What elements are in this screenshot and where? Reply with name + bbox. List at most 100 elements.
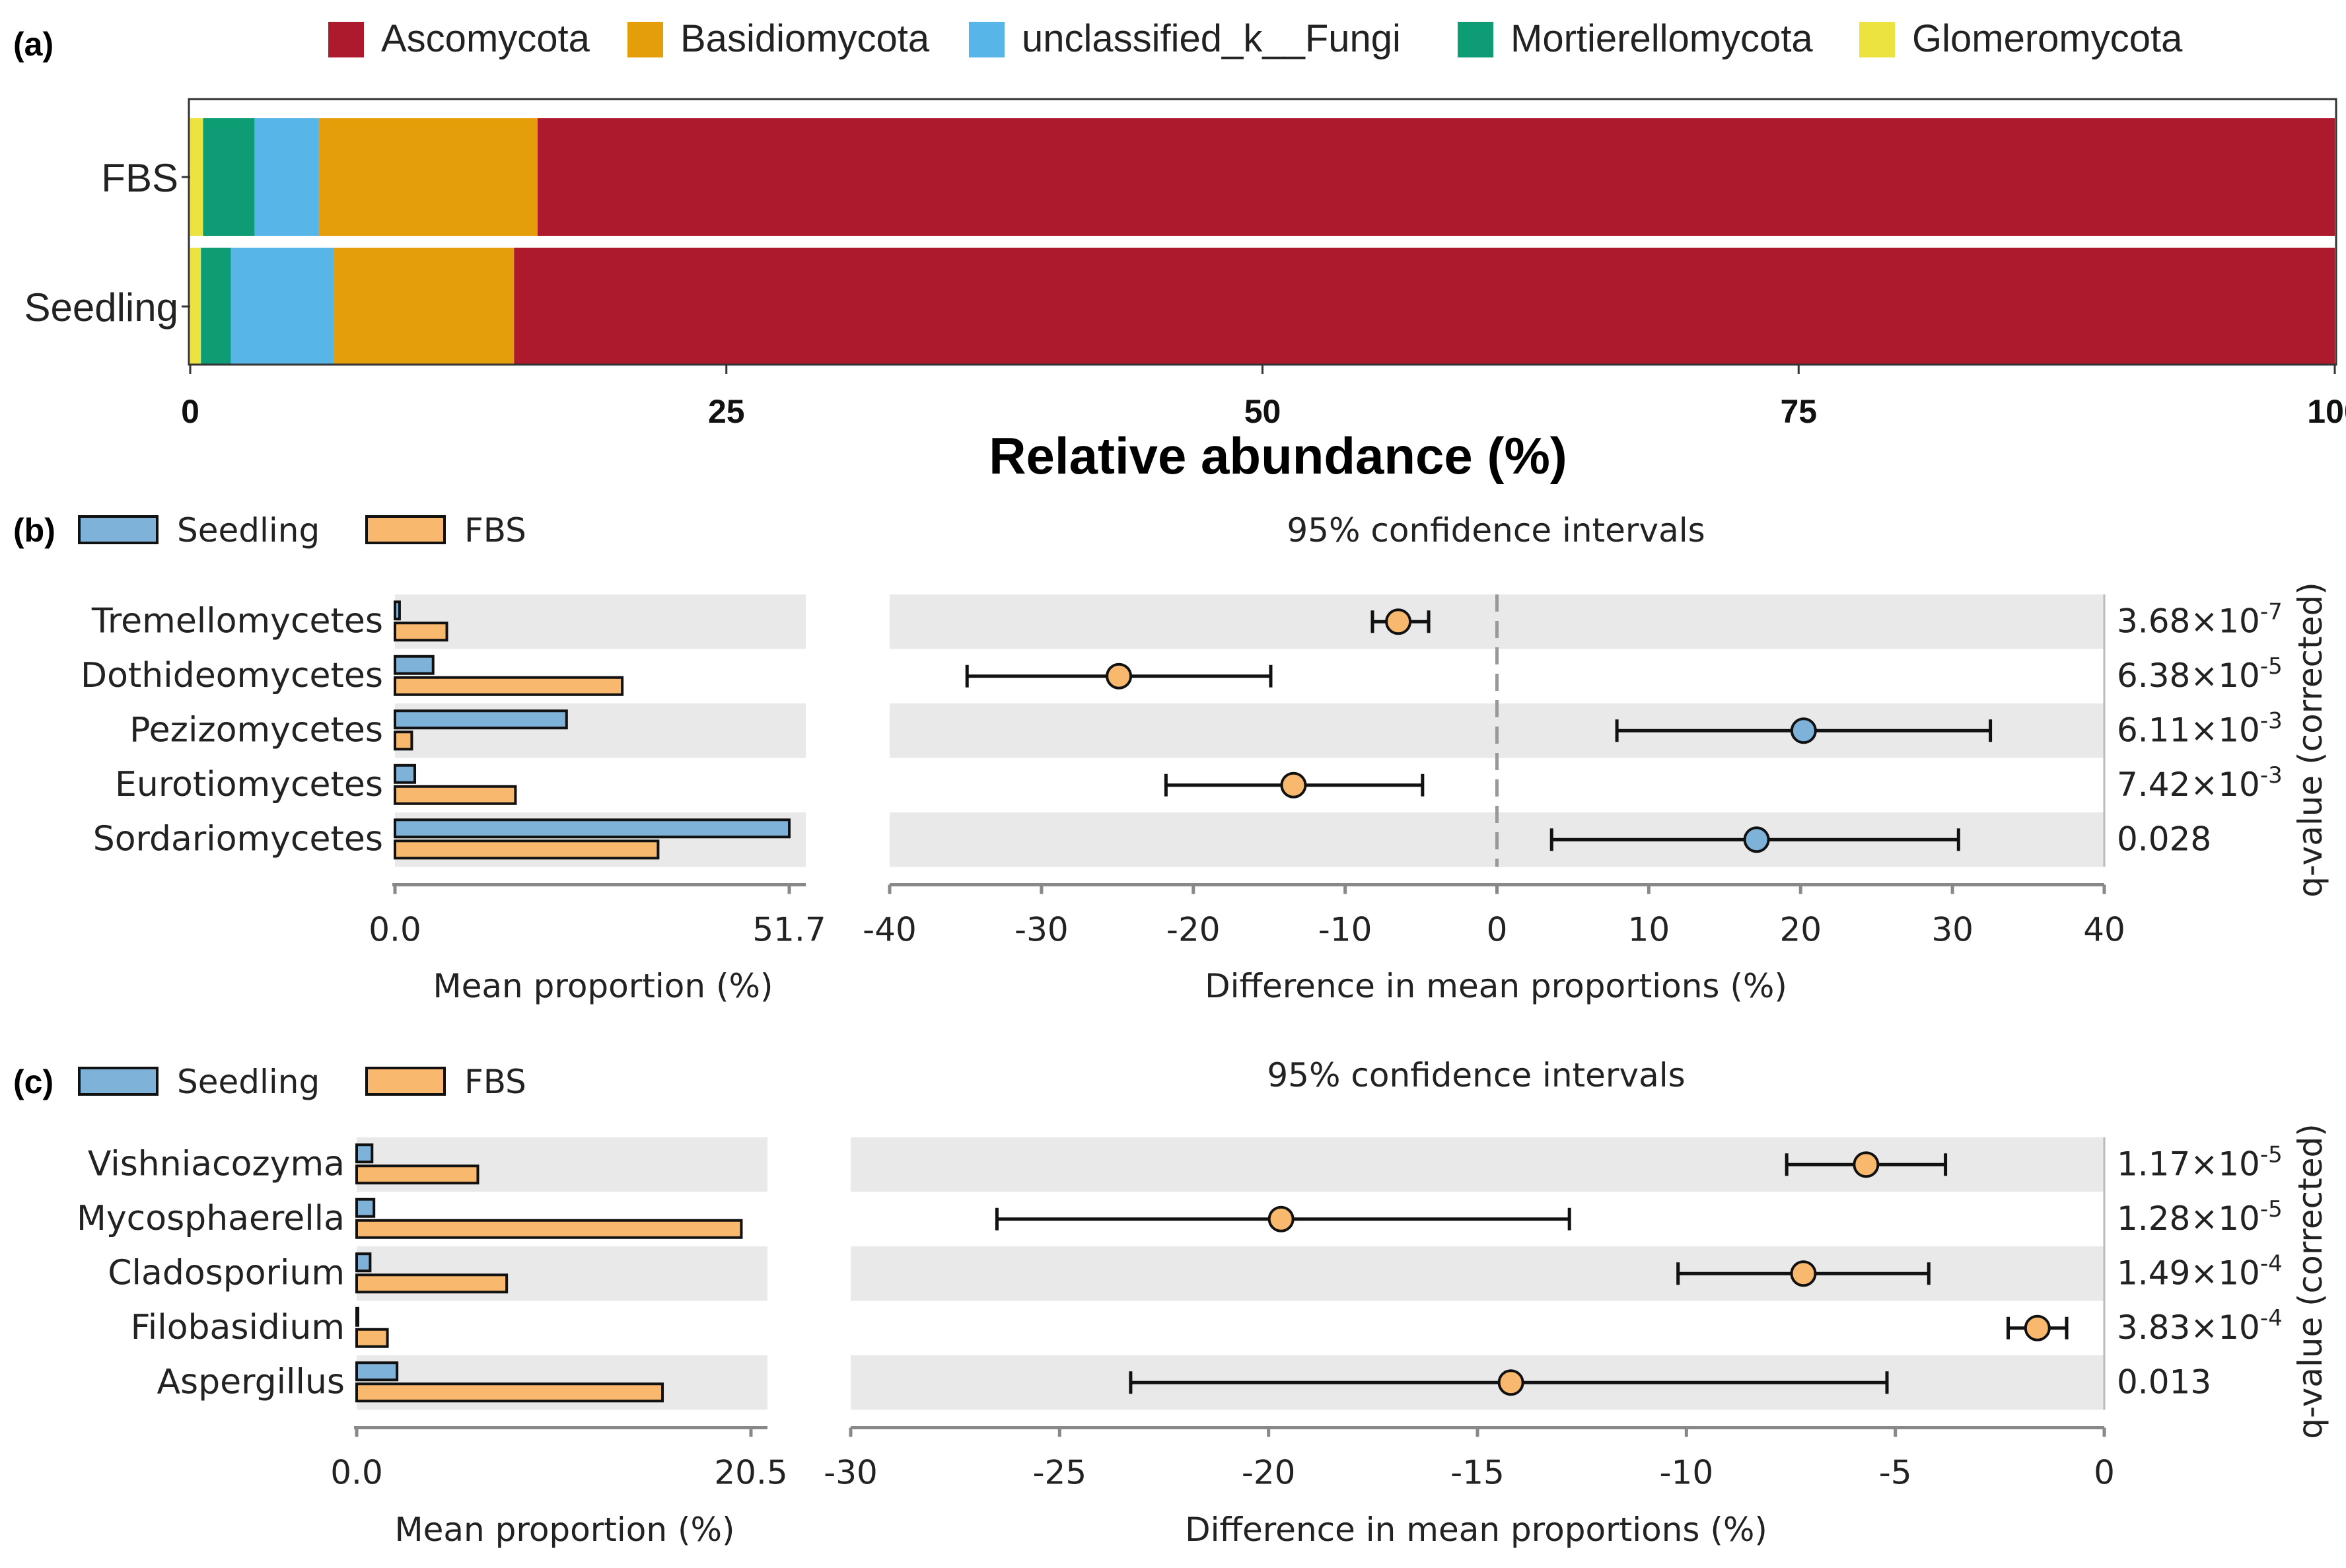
panel-b-mean-axis-title: Mean proportion (%) [433, 967, 773, 1005]
diff-x-tick-label-30: -30 [824, 1454, 878, 1492]
panel-a-legend: Ascomycota Basidiomycota unclassified_k__F… [328, 17, 2183, 60]
bar-seedling-ascomycota [514, 248, 2335, 365]
q-value-exponent: -7 [2260, 598, 2283, 625]
panel-b: (b) Seedling FBS 95% confidence intervals… [13, 511, 2329, 1005]
category-label-pezizomycetes: Pezizomycetes [129, 710, 383, 750]
q-value-dothideomycetes: 6.38×10-5 [2117, 653, 2283, 695]
q-value-vishniacozyma: 1.17×10-5 [2117, 1141, 2283, 1183]
diff-x-tick-label-0: 0 [1487, 911, 1508, 949]
x-tick-label-0: 0 [181, 393, 199, 430]
panel-b-ci-title: 95% confidence intervals [1287, 511, 1705, 550]
panel-b-plots: Tremellomycetes 3.68×10 -7 Dothideomycetes 6… [81, 594, 2283, 949]
legend-label-ascomycota: Ascomycota [381, 17, 590, 60]
diff-x-tick-label-10: 10 [1628, 911, 1670, 949]
legend-swatch-unclassified-k-fungi [969, 22, 1005, 57]
legend-swatch-fbs [365, 515, 446, 544]
bar-fbs-aspergillus [355, 1382, 664, 1403]
diff-x-tick-label-10: -10 [1659, 1454, 1713, 1492]
panel-b-legend: Seedling FBS [78, 511, 526, 550]
legend-swatch-seedling [78, 1067, 159, 1096]
diff-point-sordariomycetes [1743, 826, 1770, 853]
q-value-sordariomycetes: 0.028 [2117, 820, 2211, 858]
diff-x-tick-label-40: -40 [863, 911, 917, 949]
q-value-mantissa: 3.68 [2117, 602, 2190, 640]
q-value-mantissa: 0.013 [2117, 1363, 2211, 1401]
bar-fbs-ascomycota [538, 118, 2335, 236]
bar-seedling-eurotiomycetes [394, 764, 417, 784]
panel-b-label: (b) [13, 512, 55, 549]
q-value-exponent: -4 [2260, 1305, 2283, 1332]
diff-point-aspergillus [1497, 1369, 1524, 1396]
panel-c-q-axis-title: q-value (corrected) [2291, 1123, 2329, 1439]
category-label-mycosphaerella: Mycosphaerella [77, 1199, 345, 1238]
bar-fbs-dothideomycetes [394, 676, 624, 696]
x-tick-label-100: 100 [2307, 393, 2346, 430]
q-value-cladosporium: 1.49×10-4 [2117, 1250, 2283, 1292]
bar-seedling-cladosporium [355, 1252, 372, 1273]
q-value-filobasidium: 3.83×10-4 [2117, 1305, 2283, 1347]
panel-b-diff-axis-title: Difference in mean proportions (%) [1205, 967, 1787, 1005]
diff-point-dothideomycetes [1106, 662, 1133, 690]
diff-x-tick-label-25: -25 [1032, 1454, 1086, 1492]
q-value-base: ×10 [2190, 1199, 2260, 1238]
bar-fbs-mycosphaerella [355, 1219, 743, 1239]
q-value-mantissa: 7.42 [2117, 766, 2190, 804]
diff-x-tick-label-40: 40 [2083, 911, 2125, 949]
q-value-base: ×10 [2190, 657, 2260, 695]
bar-fbs-mortierellomycota [203, 118, 255, 236]
q-value-exponent: -5 [2260, 1141, 2283, 1168]
mean-x-tick-label-51-7: 51.7 [752, 911, 826, 949]
panel-a: (a) Ascomycota Basidiomycota unclassified_… [13, 17, 2346, 485]
legend-swatch-mortierellomycota [1458, 22, 1493, 57]
bar-seedling-pezizomycetes [394, 709, 568, 730]
diff-x-tick-label-30: -30 [1014, 911, 1069, 949]
category-label-tremellomycetes: Tremellomycetes [91, 601, 383, 641]
bar-fbs-basidiomycota [318, 118, 538, 236]
category-label-cladosporium: Cladosporium [108, 1253, 345, 1293]
bar-seedling-dothideomycetes [394, 655, 435, 675]
q-value-exponent: -5 [2260, 1196, 2283, 1223]
bar-seedling-filobasidium [355, 1306, 359, 1327]
category-label-eurotiomycetes: Eurotiomycetes [115, 765, 383, 804]
panel-c-mean-axis-title: Mean proportion (%) [395, 1511, 735, 1549]
panel-c-legend: Seedling FBS [78, 1063, 526, 1101]
q-value-base: ×10 [2190, 1308, 2260, 1347]
bar-fbs-pezizomycetes [394, 731, 413, 751]
diff-x-tick-label-20: 20 [1779, 911, 1822, 949]
q-value-exponent: -4 [2260, 1250, 2283, 1277]
q-value-mantissa: 1.28 [2117, 1199, 2190, 1238]
category-label-dothideomycetes: Dothideomycetes [81, 656, 383, 695]
diff-point-filobasidium [2024, 1314, 2051, 1341]
category-label-aspergillus: Aspergillus [157, 1362, 345, 1402]
y-tick-label-fbs: FBS [101, 156, 178, 200]
legend-swatch-glomeromycota [1859, 22, 1895, 57]
diff-point-vishniacozyma [1853, 1151, 1880, 1178]
bar-seedling-tremellomycetes [394, 600, 401, 621]
bar-seedling-vishniacozyma [355, 1143, 374, 1164]
diff-x-tick-label-0: 0 [2094, 1454, 2115, 1492]
diff-point-pezizomycetes [1790, 717, 1817, 744]
y-tick-label-seedling: Seedling [24, 285, 178, 330]
legend-label-seedling: Seedling [177, 511, 320, 550]
panel-c: (c) Seedling FBS 95% confidence intervals… [13, 1056, 2329, 1549]
q-value-eurotiomycetes: 7.42×10-3 [2117, 762, 2283, 804]
bar-fbs-cladosporium [355, 1273, 509, 1294]
diff-point-eurotiomycetes [1280, 771, 1307, 799]
bar-fbs-filobasidium [355, 1328, 389, 1348]
legend-label-mortierellomycota: Mortierellomycota [1511, 17, 1813, 60]
bar-fbs-eurotiomycetes [394, 785, 517, 805]
q-value-mantissa: 6.11 [2117, 711, 2190, 749]
q-value-mantissa: 0.028 [2117, 820, 2211, 858]
q-value-mantissa: 3.83 [2117, 1308, 2190, 1347]
mean-x-tick-label-0-0: 0.0 [330, 1454, 383, 1492]
diff-x-tick-label-20: -20 [1166, 911, 1221, 949]
bar-fbs-glomeromycota [190, 118, 203, 236]
mean-band-tremellomycetes [395, 594, 806, 649]
bar-fbs-unclassified-k-fungi [254, 118, 319, 236]
q-value-mycosphaerella: 1.28×10-5 [2117, 1196, 2283, 1238]
category-label-filobasidium: Filobasidium [131, 1308, 345, 1347]
legend-label-fbs: FBS [464, 1063, 526, 1101]
q-value-pezizomycetes: 6.11×10-3 [2117, 707, 2283, 749]
